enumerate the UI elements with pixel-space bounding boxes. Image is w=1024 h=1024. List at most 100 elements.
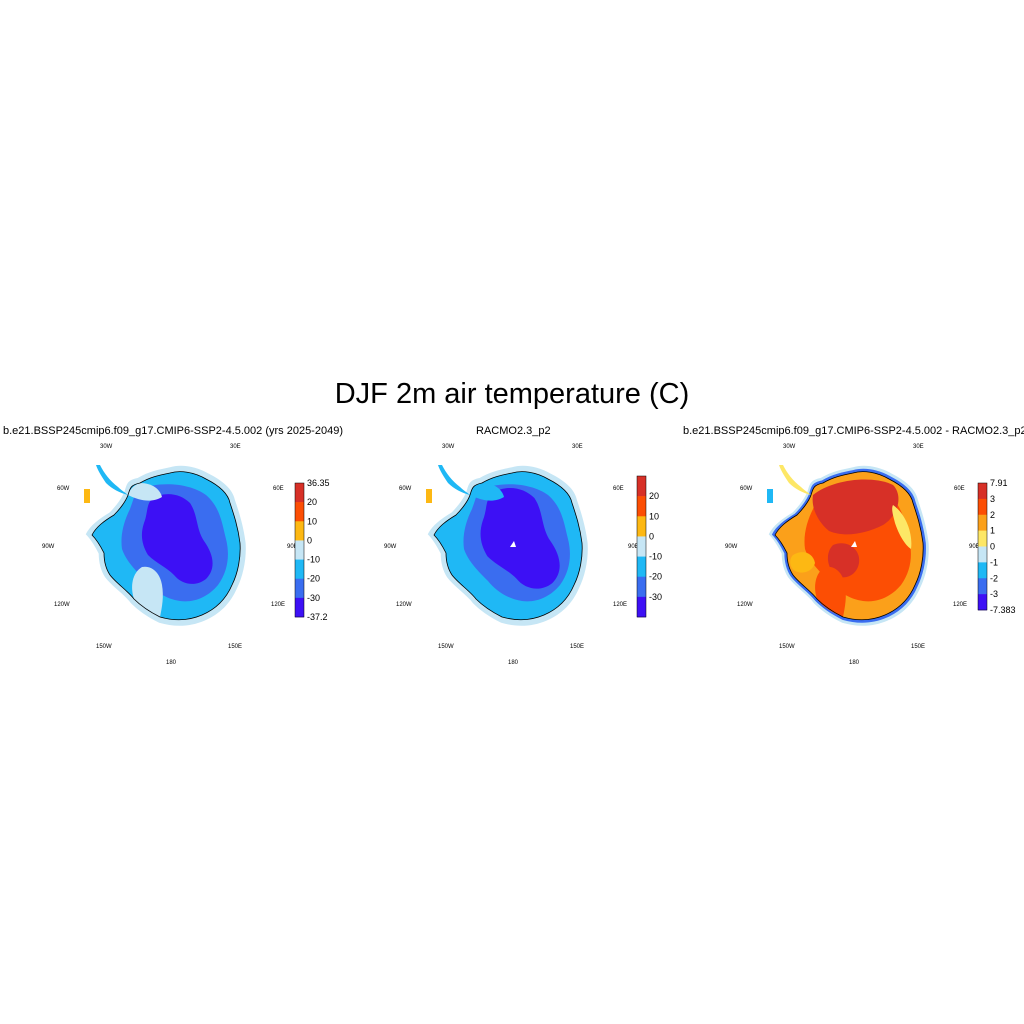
colorbar-swatch xyxy=(978,530,987,547)
panel-1-lon-60e: 60E xyxy=(273,486,284,492)
colorbar-swatch xyxy=(978,562,987,579)
panel-2-lon-labels: 30W 30E 60W 60E 90W 90E 120W 120E 150W 1… xyxy=(384,444,639,666)
colorbar-swatch xyxy=(978,483,987,500)
panel-1-map xyxy=(84,465,246,626)
panel-3-peninsula xyxy=(779,465,811,495)
colorbar-label: 3 xyxy=(990,494,995,504)
colorbar-label: 0 xyxy=(990,542,995,552)
panel-1-lon-150e: 150E xyxy=(228,644,242,650)
panel-2-lon-180: 180 xyxy=(508,660,519,666)
panel-1-lon-30w: 30W xyxy=(100,444,113,450)
panel-1-lon-90w: 90W xyxy=(42,544,55,550)
colorbar-swatch xyxy=(978,594,987,611)
panel-3-lon-60e: 60E xyxy=(954,486,965,492)
panel-3-warm-sector-central xyxy=(827,543,860,578)
colorbar-label: -2 xyxy=(990,573,998,583)
panel-1-title: b.e21.BSSP245cmip6.f09_g17.CMIP6-SSP2-4.… xyxy=(3,425,343,437)
panel-2-map xyxy=(426,465,588,626)
panel-3-title: b.e21.BSSP245cmip6.f09_g17.CMIP6-SSP2-4.… xyxy=(683,425,1024,437)
colorbar-label: 0 xyxy=(307,535,312,545)
colorbar-swatch xyxy=(637,536,646,557)
panel-1-lon-120w: 120W xyxy=(54,602,70,608)
panel-3-map xyxy=(767,465,929,626)
colorbar-label: -1 xyxy=(990,557,998,567)
colorbar-swatch xyxy=(978,546,987,563)
panel-2-lon-90e: 90E xyxy=(628,544,639,550)
panel-3-lon-90w: 90W xyxy=(725,544,738,550)
colorbar-swatch xyxy=(295,521,304,541)
panel-3-lon-150e: 150E xyxy=(911,644,925,650)
colorbar-swatch xyxy=(295,483,304,503)
colorbar-swatch xyxy=(295,540,304,560)
panel-3-colorbar: 7.91 3 2 1 0 -1 -2 -3 -7.383 xyxy=(977,478,1016,615)
panel-2-lon-30e: 30E xyxy=(572,444,583,450)
panel-1-peninsula xyxy=(96,465,128,495)
panel-3-lon-30e: 30E xyxy=(913,444,924,450)
colorbar-swatch xyxy=(637,496,646,517)
panel-1-lon-90e: 90E xyxy=(287,544,298,550)
figure-title: DJF 2m air temperature (C) xyxy=(334,378,690,410)
panel-2-lon-150w: 150W xyxy=(438,644,454,650)
colorbar-label: -37.2 xyxy=(307,612,328,622)
colorbar-label: 0 xyxy=(649,531,654,541)
colorbar-swatch xyxy=(295,597,304,618)
colorbar-swatch xyxy=(978,514,987,531)
panel-1-lon-30e: 30E xyxy=(230,444,241,450)
colorbar-label: -3 xyxy=(990,589,998,599)
colorbar-swatch xyxy=(637,576,646,598)
panel-2-title: RACMO2.3_p2 xyxy=(476,425,551,437)
colorbar-label: -30 xyxy=(649,592,662,602)
panel-3-lon-120e: 120E xyxy=(953,602,967,608)
panel-2-pole-marker xyxy=(510,541,516,547)
panel-2-lon-120e: 120E xyxy=(613,602,627,608)
colorbar-swatch xyxy=(295,578,304,599)
panel-2-colorbar: 20 10 0 -10 -20 -30 xyxy=(636,475,662,618)
colorbar-frame xyxy=(636,475,647,618)
colorbar-label: -30 xyxy=(307,593,320,603)
colorbar-label: -10 xyxy=(307,555,320,565)
colorbar-label: -7.383 xyxy=(990,605,1016,615)
panel-3-lon-180: 180 xyxy=(849,660,860,666)
panel-2-lon-150e: 150E xyxy=(570,644,584,650)
panel-1-lon-labels: 30W 30E 60W 60E 90W 90E 120W 120E 150W 1… xyxy=(42,444,298,666)
panel-3-lon-150w: 150W xyxy=(779,644,795,650)
panel-2-peninsula xyxy=(438,465,470,495)
colorbar-swatch xyxy=(637,596,646,618)
panel-2-lon-60e: 60E xyxy=(613,486,624,492)
colorbar-label: -20 xyxy=(649,572,662,582)
panel-3-lon-labels: 30W 30E 60W 60E 90W 90E 120W 120E 150W 1… xyxy=(725,444,980,666)
colorbar-label: -20 xyxy=(307,574,320,584)
panel-3-peninsula-tip xyxy=(767,489,773,503)
panel-2-peninsula-tip xyxy=(426,489,432,503)
panel-1-colorbar: 36.35 20 10 0 -10 -20 -30 -37.2 xyxy=(294,478,330,622)
panel-3-lon-30w: 30W xyxy=(783,444,796,450)
colorbar-label: 7.91 xyxy=(990,478,1008,488)
panel-3-west-zone xyxy=(790,552,815,573)
colorbar-label: 20 xyxy=(307,497,317,507)
colorbar-label: -10 xyxy=(649,552,662,562)
panel-2-lon-90w: 90W xyxy=(384,544,397,550)
colorbar-frame xyxy=(294,482,305,618)
panel-2-lon-60w: 60W xyxy=(399,486,412,492)
colorbar-label: 36.35 xyxy=(307,478,330,488)
colorbar-label: 10 xyxy=(307,516,317,526)
colorbar-label: 10 xyxy=(649,511,659,521)
panel-2-lon-30w: 30W xyxy=(442,444,455,450)
panel-1-lon-180: 180 xyxy=(166,660,177,666)
panel-1-lon-120e: 120E xyxy=(271,602,285,608)
panel-1-lon-60w: 60W xyxy=(57,486,70,492)
panel-1-peninsula-tip xyxy=(84,489,90,503)
colorbar-label: 2 xyxy=(990,510,995,520)
panel-2-lon-120w: 120W xyxy=(396,602,412,608)
colorbar-swatch xyxy=(295,502,304,522)
panel-3-lon-90e: 90E xyxy=(969,544,980,550)
panel-3-east-coast-zone xyxy=(892,505,912,549)
panel-1-lon-150w: 150W xyxy=(96,644,112,650)
colorbar-swatch xyxy=(295,559,304,580)
colorbar-swatch xyxy=(978,498,987,516)
colorbar-label: 1 xyxy=(990,526,995,536)
colorbar-swatch xyxy=(637,476,646,497)
colorbar-swatch xyxy=(637,516,646,537)
panel-3-pole-marker xyxy=(851,541,857,547)
